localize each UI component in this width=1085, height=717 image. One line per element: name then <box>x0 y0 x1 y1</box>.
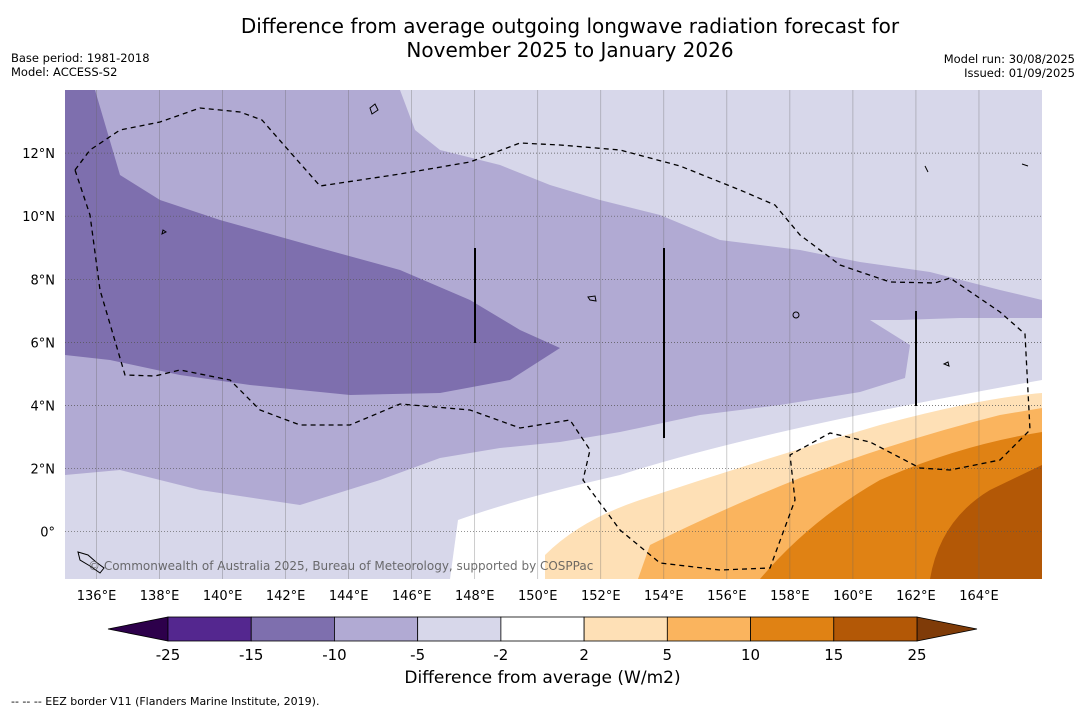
colorbar-tick-label: 15 <box>824 646 843 664</box>
latitude-labels: 12°N 10°N 8°N 6°N 4°N 2°N 0° <box>22 147 55 541</box>
title-line-2: November 2025 to January 2026 <box>406 38 734 62</box>
model-run: Model run: 30/08/2025 <box>943 52 1075 66</box>
longitude-label: 162°E <box>896 589 936 604</box>
coastline-guam <box>369 103 379 115</box>
colorbar: -25 -15 -10 -5 -2 2 5 10 15 25 <box>107 616 978 664</box>
longitude-label: 150°E <box>518 589 558 604</box>
fill-band-p15-p25 <box>930 465 1042 579</box>
eez-borders <box>74 107 1031 571</box>
coastline-kosrae <box>942 361 950 367</box>
colorbar-bin <box>334 616 419 642</box>
colorbar-bin <box>833 616 918 642</box>
latitude-label: 4°N <box>31 399 56 414</box>
longitude-label: 156°E <box>707 589 747 604</box>
longitude-labels: 136°E 138°E 140°E 142°E 144°E 146°E 148°E 150°E… <box>77 589 999 604</box>
eez-border-fsm <box>74 107 1031 571</box>
colorbar-bin <box>583 616 668 642</box>
latitude-label: 6°N <box>31 336 56 351</box>
longitude-label: 164°E <box>959 589 999 604</box>
latitude-label: 10°N <box>22 210 55 225</box>
colorbar-bin <box>250 616 335 642</box>
coastline-pohnpei <box>792 311 800 319</box>
colorbar-bin <box>417 616 502 642</box>
colorbar-bin <box>167 616 252 642</box>
fill-band-m15-m10 <box>65 90 560 395</box>
boundary-segments <box>474 248 917 438</box>
base-period: Base period: 1981-2018 <box>11 51 150 65</box>
longitude-label: 152°E <box>581 589 621 604</box>
longitude-label: 148°E <box>455 589 495 604</box>
colorbar-tick-label: 2 <box>579 646 589 664</box>
colorbar-tick-label: 25 <box>907 646 926 664</box>
meta-right: Model run: 30/08/2025 Issued: 01/09/2025 <box>944 52 1075 80</box>
latitude-label: 8°N <box>31 273 56 288</box>
latitude-label: 12°N <box>22 147 55 162</box>
colorbar-bin <box>500 616 585 642</box>
colorbar-bin <box>666 616 751 642</box>
map-title: Difference from average outgoing longwav… <box>140 14 1000 62</box>
latitude-label: 2°N <box>31 463 56 478</box>
longitude-label: 160°E <box>833 589 873 604</box>
model-name: Model: ACCESS-S2 <box>11 65 118 79</box>
colorbar-bins <box>167 616 918 642</box>
colorbar-tick-label: 10 <box>741 646 760 664</box>
meta-left: Base period: 1981-2018 Model: ACCESS-S2 <box>11 51 150 79</box>
colorbar-bin <box>750 616 835 642</box>
colorbar-tick-label: -25 <box>156 646 181 664</box>
longitude-label: 140°E <box>203 589 243 604</box>
olr-anomaly-field: © Commonwealth of Australia 2025, Bureau… <box>65 90 1042 579</box>
title-line-1: Difference from average outgoing longwav… <box>240 14 900 38</box>
longitude-label: 154°E <box>644 589 684 604</box>
colorbar-tick-label: -5 <box>410 646 425 664</box>
colorbar-tick-label: -15 <box>239 646 264 664</box>
colorbar-tick-label: -2 <box>493 646 508 664</box>
longitude-label: 138°E <box>140 589 180 604</box>
coastline-new-guinea <box>77 551 105 574</box>
longitude-label: 142°E <box>266 589 306 604</box>
colorbar-over-arrow <box>916 616 978 642</box>
longitude-label: 158°E <box>770 589 810 604</box>
longitude-label: 144°E <box>329 589 369 604</box>
coastlines <box>77 103 1029 574</box>
coastline-islet-3 <box>924 165 929 173</box>
latitude-label: 0° <box>40 526 55 541</box>
footer-note: -- -- -- EEZ border V11 (Flanders Marine… <box>11 695 320 708</box>
longitude-label: 136°E <box>77 589 117 604</box>
colorbar-tick-label: 5 <box>663 646 673 664</box>
coastline-chuuk <box>587 295 597 302</box>
longitude-label: 146°E <box>392 589 432 604</box>
colorbar-title: Difference from average (W/m2) <box>404 668 681 688</box>
colorbar-under-arrow <box>107 616 169 642</box>
copyright-notice: © Commonwealth of Australia 2025, Bureau… <box>88 559 593 573</box>
coastline-islet-2 <box>1021 163 1029 167</box>
colorbar-tick-labels: -25 -15 -10 -5 -2 2 5 10 15 25 <box>156 646 927 664</box>
fill-band-m10-m5 <box>65 90 1042 505</box>
coastline-islet-1 <box>161 229 167 235</box>
colorbar-tick-label: -10 <box>322 646 347 664</box>
issued-date: Issued: 01/09/2025 <box>964 66 1075 80</box>
